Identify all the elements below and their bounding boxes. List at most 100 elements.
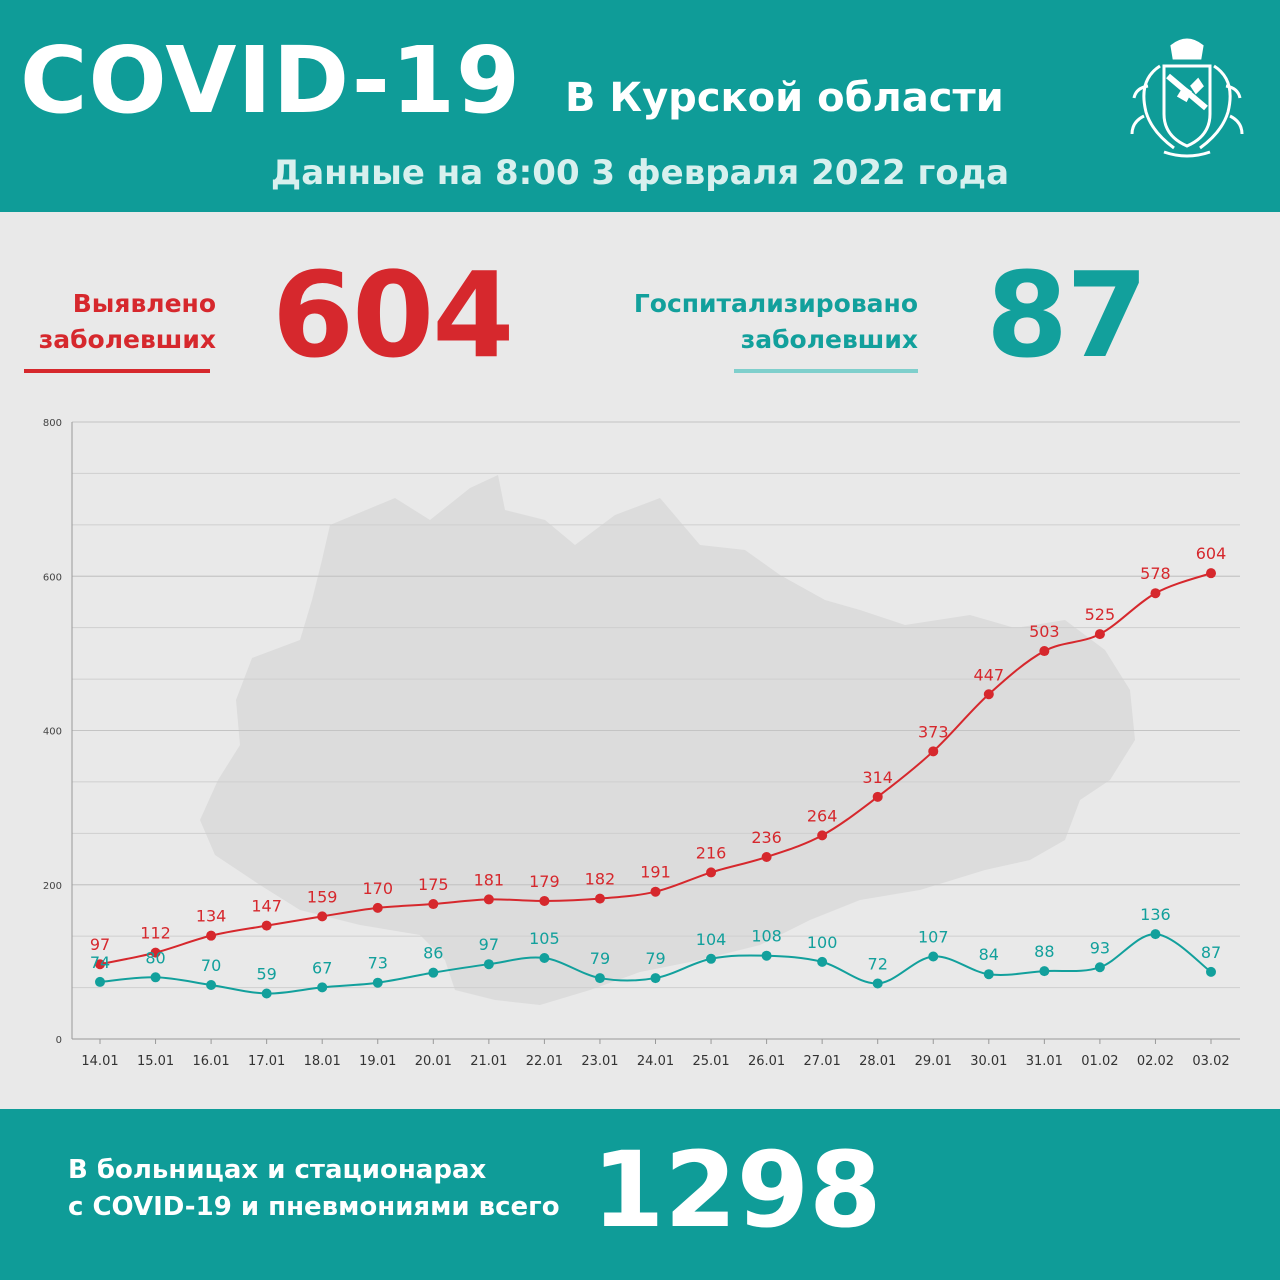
data-point [150, 947, 161, 958]
data-point [539, 953, 550, 964]
x-tick-label: 20.01 [415, 1054, 452, 1069]
data-label: 100 [807, 933, 838, 952]
data-label: 87 [1201, 943, 1221, 962]
data-point [317, 982, 328, 993]
hospitalized-underline [734, 369, 918, 373]
data-point [650, 886, 661, 897]
x-tick-label: 01.02 [1081, 1054, 1118, 1069]
data-label: 79 [645, 949, 665, 968]
data-label: 67 [312, 958, 332, 977]
y-tick-label: 600 [43, 572, 62, 583]
data-point [261, 988, 272, 999]
x-tick-label: 18.01 [304, 1054, 341, 1069]
coat-of-arms-icon [1130, 38, 1244, 158]
data-label: 97 [479, 935, 499, 954]
x-tick-label: 21.01 [470, 1054, 507, 1069]
data-point [650, 973, 661, 984]
data-point [1094, 962, 1105, 973]
detected-value: 604 [272, 246, 514, 384]
data-point [928, 951, 939, 962]
data-label: 73 [368, 954, 388, 973]
data-point [95, 959, 105, 970]
footer-banner [0, 1109, 1280, 1280]
data-label: 136 [1140, 905, 1171, 924]
x-tick-label: 31.01 [1026, 1054, 1063, 1069]
x-tick-label: 26.01 [748, 1054, 785, 1069]
data-point [817, 956, 828, 967]
data-label: 97 [90, 935, 110, 954]
data-point [428, 899, 439, 910]
data-point [761, 950, 772, 961]
data-label: 525 [1085, 605, 1116, 624]
data-point [706, 867, 717, 878]
data-label: 159 [307, 887, 338, 906]
data-point [1206, 966, 1216, 977]
data-point [1150, 929, 1161, 940]
date-subtitle: Данные на 8:00 3 февраля 2022 года [270, 153, 1010, 193]
hospitalized-label-line1: Госпитализировано [633, 289, 918, 318]
data-label: 79 [590, 949, 610, 968]
data-label: 59 [256, 964, 276, 983]
x-tick-label: 02.02 [1137, 1054, 1174, 1069]
data-label: 105 [529, 929, 560, 948]
data-label: 84 [979, 945, 999, 964]
page-title: COVID-19 [20, 27, 521, 134]
data-point [483, 959, 494, 970]
data-point [206, 980, 217, 991]
data-label: 264 [807, 806, 838, 825]
data-point [1039, 966, 1050, 977]
y-tick-label: 800 [43, 418, 62, 429]
x-tick-label: 16.01 [192, 1054, 229, 1069]
data-label: 181 [474, 870, 505, 889]
x-tick-label: 03.02 [1192, 1054, 1229, 1069]
data-point [761, 851, 772, 862]
data-point [95, 976, 105, 987]
data-point [1094, 629, 1105, 640]
footer-text-line2: с COVID-19 и пневмониями всего [68, 1192, 560, 1222]
data-point [317, 911, 328, 922]
data-label: 107 [918, 927, 949, 946]
data-point [983, 969, 994, 980]
region-map-silhouette [200, 475, 1135, 1005]
data-label: 72 [868, 954, 888, 973]
footer-text-line1: В больницах и стационарах [68, 1155, 487, 1185]
x-tick-label: 28.01 [859, 1054, 896, 1069]
data-label: 112 [140, 924, 171, 943]
data-label: 216 [696, 843, 727, 862]
line-chart: 0 200 400 600 800 14.01 15.01 16.01 17.01 18.01 19… [43, 418, 1240, 1069]
data-point [206, 930, 217, 941]
data-label: 170 [362, 879, 393, 898]
data-label: 108 [751, 927, 782, 946]
data-point [150, 972, 161, 983]
data-point [1150, 588, 1161, 599]
data-label: 578 [1140, 564, 1171, 583]
x-tick-label: 19.01 [359, 1054, 396, 1069]
data-point [983, 689, 994, 700]
footer-value: 1298 [592, 1129, 882, 1251]
hospitalized-value: 87 [986, 246, 1148, 384]
data-label: 604 [1196, 544, 1227, 563]
detected-label-line2: заболевших [38, 325, 216, 354]
hospitalized-label: Госпитализировано заболевших [560, 286, 918, 358]
data-point [483, 894, 494, 905]
y-tick-label: 400 [43, 727, 62, 738]
x-tick-label: 15.01 [137, 1054, 174, 1069]
data-point [872, 791, 883, 802]
data-point [1039, 646, 1050, 657]
data-label: 93 [1090, 938, 1110, 957]
y-tick-label: 200 [43, 881, 62, 892]
data-label: 373 [918, 722, 949, 741]
x-tick-label: 14.01 [81, 1054, 118, 1069]
data-label: 191 [640, 863, 671, 882]
data-label: 447 [974, 665, 1005, 684]
detected-underline [24, 369, 210, 373]
data-label: 104 [696, 930, 727, 949]
data-point [706, 953, 717, 964]
data-label: 179 [529, 872, 560, 891]
x-tick-label: 22.01 [526, 1054, 563, 1069]
data-point [872, 978, 883, 989]
x-tick-label: 25.01 [692, 1054, 729, 1069]
header-banner [0, 0, 1280, 212]
data-point [594, 973, 605, 984]
y-tick-label: 0 [56, 1035, 62, 1046]
